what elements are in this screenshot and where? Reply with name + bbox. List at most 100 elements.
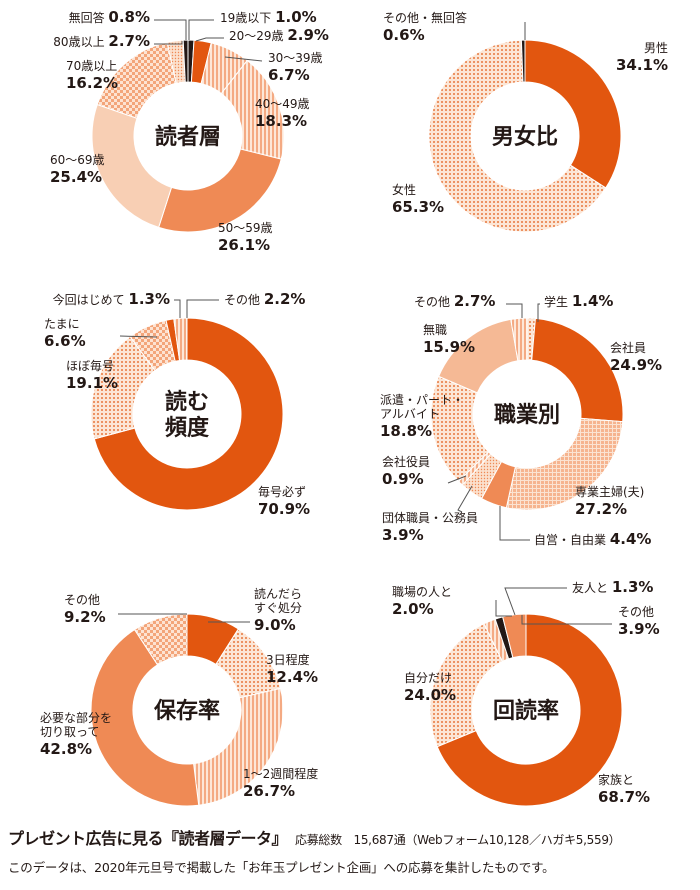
slice-label-1-1: 19歳以下 1.0%: [220, 8, 317, 26]
slice-label-4-6: 会社役員: [382, 454, 430, 469]
slice-5-5: [133, 613, 188, 666]
slice-value-1-3: 6.7%: [268, 66, 310, 84]
slice-value-2-3: 0.6%: [383, 26, 425, 44]
slice-value-6-5: 3.9%: [618, 620, 660, 638]
leader-line-1-1: [188, 19, 214, 40]
leader-line-1-2: [195, 37, 224, 42]
slice-label-4-5: 団体職員・公務員: [382, 511, 478, 525]
slice-label-3-5: その他 2.2%: [224, 290, 305, 308]
slice-2-1: [524, 39, 622, 189]
slice-label-5-1: 読んだら: [254, 586, 302, 601]
leader-line-6-5: [521, 615, 612, 625]
slice-4-9: [510, 317, 528, 362]
leader-line-6-4: [504, 587, 567, 616]
slice-label-1-2: 20～29歳 2.9%: [229, 26, 329, 44]
slice-label-6-5: その他: [618, 605, 654, 619]
slice-1-5: [158, 148, 282, 233]
footer: プレゼント広告に見る『読者層データ』 応募総数 15,687通（Webフォーム10…: [8, 826, 694, 876]
slice-4-2: [531, 317, 624, 423]
slice-label-4-2: 会社員: [610, 340, 646, 355]
slice-label-4-9: その他 2.7%: [414, 292, 495, 310]
chart-title-6: 回読率: [493, 698, 559, 724]
leader-line-1-3: [224, 56, 263, 62]
leader-line-4-4: [499, 506, 530, 541]
footer-summary: 応募総数 15,687通（Webフォーム10,128／ハガキ5,559）: [295, 833, 621, 847]
slice-value-4-8: 15.9%: [423, 338, 475, 356]
leader-line-3-3: [119, 335, 158, 338]
slice-value-5-1: 9.0%: [254, 616, 296, 634]
leader-line-4-6: [447, 475, 467, 484]
chart-title-3: 読む: [165, 389, 209, 415]
chart-title-1: 読者層: [155, 124, 221, 150]
slice-label-4-1: 学生 1.4%: [544, 292, 613, 310]
slice-label-5-4: 切り取って: [40, 725, 99, 739]
footer-note: このデータは、2020年元旦号で掲載した「お年玉プレゼント企画」への応募を集計し…: [8, 860, 555, 875]
footer-title: プレゼント広告に見る『読者層データ』: [8, 829, 288, 848]
slice-value-5-2: 12.4%: [266, 668, 318, 686]
slice-value-5-3: 26.7%: [243, 782, 295, 800]
slice-label-4-3: 専業主婦(夫): [575, 484, 644, 499]
slice-label-1-8: 80歳以上 2.7%: [53, 32, 150, 50]
slice-2-3: [520, 39, 526, 83]
slice-label-1-5: 50～59歳: [218, 221, 273, 235]
slice-1-9: [182, 39, 189, 83]
slice-3-5: [173, 317, 188, 362]
slice-label-3-2: ほぼ毎号: [66, 358, 114, 373]
slice-label-5-1: すぐ処分: [254, 601, 302, 615]
leader-line-3-4: [174, 299, 181, 318]
slice-label-1-6: 60～69歳: [50, 153, 105, 167]
leader-line-4-9: [506, 303, 523, 318]
leader-line-6-3: [495, 600, 512, 617]
slice-6-1: [436, 613, 623, 807]
slice-value-4-6: 0.9%: [382, 470, 424, 488]
leader-line-4-5: [457, 485, 473, 513]
leader-line-1-9: [154, 19, 187, 40]
slice-value-4-2: 24.9%: [610, 356, 662, 374]
slice-value-2-2: 65.3%: [392, 198, 444, 216]
leader-line-4-1: [537, 303, 540, 322]
slice-5-3: [193, 687, 284, 806]
slice-value-6-3: 2.0%: [392, 600, 434, 618]
slice-value-6-2: 24.0%: [404, 686, 456, 704]
slice-value-1-7: 16.2%: [66, 74, 118, 92]
slice-value-5-5: 9.2%: [64, 608, 106, 626]
slice-label-1-9: 無回答 0.8%: [69, 8, 150, 26]
slice-label-6-4: 友人と 1.3%: [572, 578, 653, 596]
slice-label-2-1: 男性: [644, 41, 668, 55]
slice-label-2-2: 女性: [392, 182, 416, 197]
slice-4-8: [438, 318, 519, 394]
slice-label-6-3: 職場の人と: [392, 585, 452, 599]
slice-label-4-4: 自営・自由業 4.4%: [534, 530, 651, 548]
leader-line-1-8: [154, 41, 183, 45]
slice-6-5: [502, 613, 527, 659]
slice-label-1-3: 30～39歳: [268, 51, 323, 65]
slice-label-3-3: たまに: [44, 317, 80, 331]
slice-value-3-3: 6.6%: [44, 332, 86, 350]
slice-label-3-4: 今回はじめて 1.3%: [53, 290, 170, 308]
slice-value-1-4: 18.3%: [255, 112, 307, 130]
chart-title-4: 職業別: [494, 402, 560, 428]
slice-label-5-2: 3日程度: [266, 652, 310, 667]
slice-label-5-5: その他: [64, 593, 100, 607]
slice-value-6-1: 68.7%: [598, 788, 650, 806]
slice-label-5-4: 必要な部分を: [40, 710, 112, 725]
slice-label-1-4: 40～49歳: [255, 97, 310, 111]
slice-value-3-1: 70.9%: [258, 500, 310, 518]
slice-label-3-1: 毎号必ず: [258, 484, 306, 499]
slice-2-2: [428, 39, 607, 233]
slice-value-3-2: 19.1%: [66, 374, 118, 392]
slice-3-1: [93, 317, 284, 511]
footer-headline: プレゼント広告に見る『読者層データ』 応募総数 15,687通（Webフォーム10…: [8, 826, 694, 853]
slice-label-4-7: アルバイト: [380, 407, 440, 421]
slice-value-5-4: 42.8%: [40, 740, 92, 758]
slice-value-2-1: 34.1%: [616, 56, 668, 74]
slice-4-3: [505, 417, 624, 511]
slice-label-4-7: 派遣・パート・: [380, 392, 464, 407]
slice-label-6-2: 自分だけ: [404, 671, 452, 685]
slice-value-4-3: 27.2%: [575, 500, 627, 518]
